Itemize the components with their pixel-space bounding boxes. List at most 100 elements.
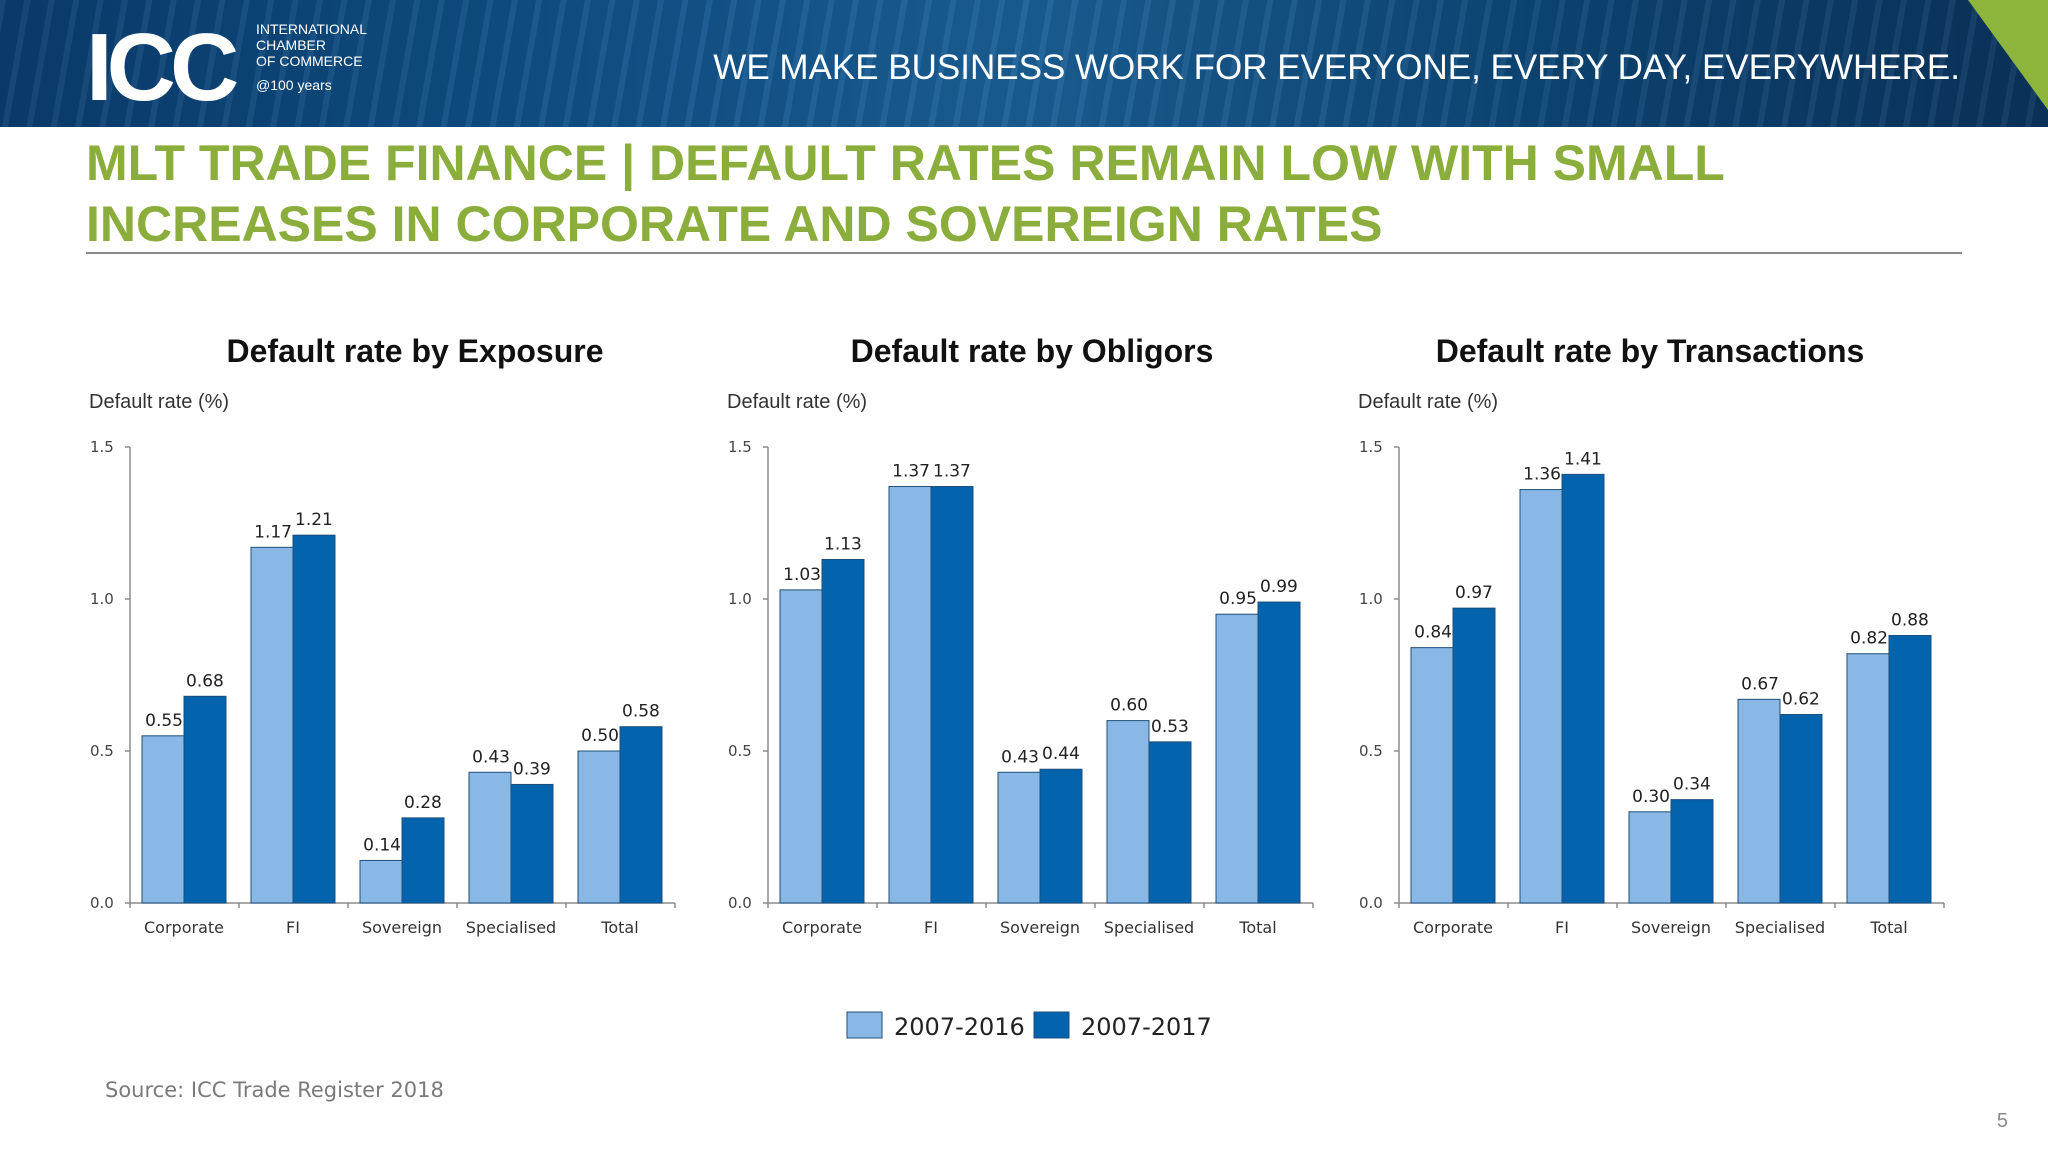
bar-series2 — [292, 534, 336, 904]
y-axis-label: Default rate (%) — [727, 391, 867, 413]
bar-series2 — [821, 558, 865, 904]
x-tick-label: FI — [286, 918, 300, 937]
icc-logo: ICC INTERNATIONAL CHAMBER OF COMMERCE @1… — [86, 20, 367, 110]
legend-swatch — [846, 1011, 883, 1039]
bar-series2 — [619, 726, 663, 904]
bar-series2 — [1257, 601, 1301, 904]
banner-texture — [0, 0, 2048, 127]
data-label: 0.95 — [1219, 589, 1257, 609]
y-tick-label: 1.5 — [1359, 438, 1383, 456]
header-banner: ICC INTERNATIONAL CHAMBER OF COMMERCE @1… — [0, 0, 2048, 127]
data-label: 0.84 — [1414, 623, 1452, 643]
data-label: 0.43 — [472, 747, 510, 767]
bar-series2 — [1561, 473, 1605, 904]
chart-title: Default rate by Obligors — [851, 333, 1214, 369]
org-name-line1: INTERNATIONAL — [256, 21, 367, 37]
bar-series2 — [1039, 768, 1083, 904]
data-label: 0.14 — [363, 835, 401, 855]
bar-series1 — [1519, 489, 1563, 904]
bar-series2 — [1670, 799, 1714, 904]
x-tick-label: Corporate — [1413, 918, 1493, 937]
data-label: 1.13 — [824, 534, 862, 554]
x-tick-label: Specialised — [466, 918, 556, 937]
data-label: 1.21 — [295, 510, 333, 530]
data-label: 0.68 — [186, 671, 224, 691]
data-label: 1.41 — [1564, 449, 1602, 469]
y-tick-label: 1.0 — [1359, 590, 1383, 608]
data-label: 0.43 — [1001, 747, 1039, 767]
bar-series1 — [1737, 698, 1781, 904]
data-label: 0.30 — [1632, 787, 1670, 807]
tagline: WE MAKE BUSINESS WORK FOR EVERYONE, EVER… — [713, 48, 1960, 87]
bar-series1 — [250, 546, 294, 904]
bar-series2 — [401, 817, 445, 904]
x-tick-label: Corporate — [144, 918, 224, 937]
data-label: 0.28 — [404, 793, 442, 813]
bar-series1 — [997, 771, 1041, 904]
data-label: 0.44 — [1042, 744, 1080, 764]
bar-series1 — [888, 486, 932, 904]
bar-series2 — [1452, 607, 1496, 904]
y-axis-label: Default rate (%) — [1358, 391, 1498, 413]
icc-logo-text: ICC — [86, 20, 237, 110]
x-tick-label: Sovereign — [1631, 918, 1711, 937]
y-tick-label: 0.5 — [1359, 742, 1383, 760]
y-tick-label: 1.5 — [728, 438, 752, 456]
source-note: Source: ICC Trade Register 2018 — [105, 1078, 444, 1102]
bar-series1 — [1215, 613, 1259, 904]
bar-series1 — [1106, 720, 1150, 904]
legend-label: 2007-2016 — [894, 1013, 1025, 1041]
y-tick-label: 0.5 — [90, 742, 114, 760]
data-label: 0.53 — [1151, 717, 1189, 737]
data-label: 1.03 — [783, 565, 821, 585]
y-tick-label: 1.0 — [728, 590, 752, 608]
data-label: 0.99 — [1260, 577, 1298, 597]
bar-series2 — [1888, 634, 1932, 904]
data-label: 1.36 — [1523, 465, 1561, 485]
org-name-line2: CHAMBER — [256, 37, 326, 53]
data-label: 0.60 — [1110, 696, 1148, 716]
x-tick-label: Specialised — [1104, 918, 1194, 937]
y-tick-label: 0.5 — [728, 742, 752, 760]
x-tick-label: Total — [600, 918, 638, 937]
page-title: MLT TRADE FINANCE | DEFAULT RATES REMAIN… — [86, 133, 1966, 255]
org-name-line3: OF COMMERCE — [256, 53, 363, 69]
chart-title: Default rate by Transactions — [1436, 333, 1865, 369]
y-tick-label: 1.5 — [90, 438, 114, 456]
x-tick-label: Sovereign — [362, 918, 442, 937]
y-tick-label: 0.0 — [1359, 894, 1383, 912]
data-label: 1.37 — [933, 462, 971, 482]
bar-series1 — [779, 589, 823, 904]
data-label: 0.50 — [581, 726, 619, 746]
y-axis-label: Default rate (%) — [89, 391, 229, 413]
y-tick-label: 0.0 — [90, 894, 114, 912]
anniversary-mark: @100 years — [256, 77, 332, 93]
data-label: 0.34 — [1673, 775, 1711, 795]
x-tick-label: FI — [924, 918, 938, 937]
bar-series1 — [141, 735, 185, 904]
page-number: 5 — [1996, 1110, 2008, 1132]
bar-series1 — [1410, 647, 1454, 904]
bar-series2 — [1779, 714, 1823, 904]
bar-series2 — [930, 486, 974, 904]
data-label: 0.97 — [1455, 583, 1493, 603]
data-label: 0.62 — [1782, 690, 1820, 710]
bar-series1 — [359, 859, 403, 904]
legend-swatch — [1033, 1011, 1070, 1039]
page-title-line1: MLT TRADE FINANCE | DEFAULT RATES REMAIN… — [86, 135, 1725, 191]
bar-series1 — [1846, 653, 1890, 904]
x-tick-label: Specialised — [1735, 918, 1825, 937]
data-label: 0.82 — [1850, 629, 1888, 649]
data-label: 0.55 — [145, 711, 183, 731]
data-label: 0.67 — [1741, 674, 1779, 694]
data-label: 0.58 — [622, 702, 660, 722]
x-tick-label: Total — [1869, 918, 1907, 937]
data-label: 0.39 — [513, 759, 551, 779]
x-tick-label: FI — [1555, 918, 1569, 937]
legend-label: 2007-2017 — [1081, 1013, 1212, 1041]
y-tick-label: 0.0 — [728, 894, 752, 912]
x-tick-label: Total — [1238, 918, 1276, 937]
bar-series1 — [1628, 811, 1672, 904]
